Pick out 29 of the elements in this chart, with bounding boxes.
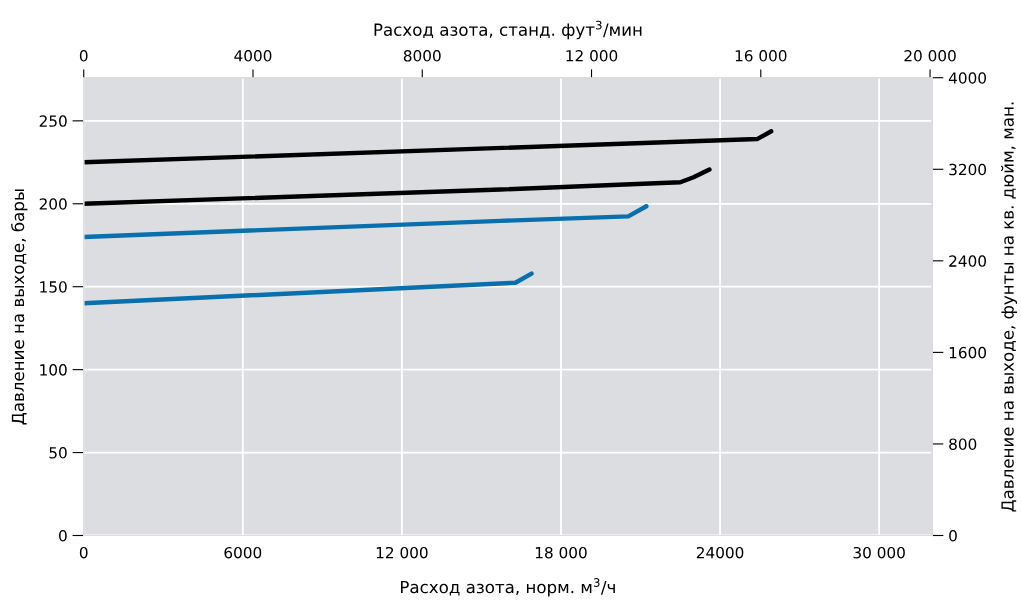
x-tick-label: 12 000: [376, 546, 428, 559]
x-tick-label: 6000: [224, 546, 262, 559]
x-tick-label: 18 000: [535, 546, 587, 559]
x2-tick-label: 12 000: [566, 50, 618, 62]
y-tick-label: 100: [40, 364, 67, 376]
y-tick-label: 0: [59, 529, 67, 542]
y2-tick-label: 2400: [949, 255, 987, 267]
x2-tick-label: 4000: [234, 50, 272, 62]
y-tick-label: 150: [40, 281, 67, 293]
x2-tick-label: 0: [79, 50, 88, 62]
x2-tick-label: 16 000: [735, 50, 787, 62]
y-tick-label: 250: [39, 115, 67, 127]
x2-axis-title: Расход азота, станд. фут$^{3}$/мин: [374, 20, 642, 40]
x2-tick-label: 20 000: [904, 50, 956, 62]
line-series: [83, 204, 649, 240]
x-tick-label: 0: [79, 546, 88, 559]
x-tick-label: 24000: [696, 546, 744, 559]
y-axis-title: Давление на выходе, бары: [11, 189, 28, 425]
y-tick-label: 50: [49, 447, 67, 459]
y2-axis-title: Давление на выходе, фунты на кв. дюйм, ман.: [1000, 102, 1018, 512]
y2-tick-label: 1600: [949, 346, 987, 359]
y2-tick-label: 3200: [949, 163, 987, 176]
y-tick-label: 200: [39, 198, 67, 210]
x-axis-title: Расход азота, норм. м$^{3}$/ч: [401, 578, 615, 597]
y2-tick-label: 0: [949, 529, 957, 542]
y2-tick-label: 4000: [948, 72, 987, 84]
y2-tick-label: 800: [949, 438, 977, 450]
x-tick-label: 30 000: [853, 546, 905, 559]
x2-tick-label: 8000: [403, 50, 441, 62]
